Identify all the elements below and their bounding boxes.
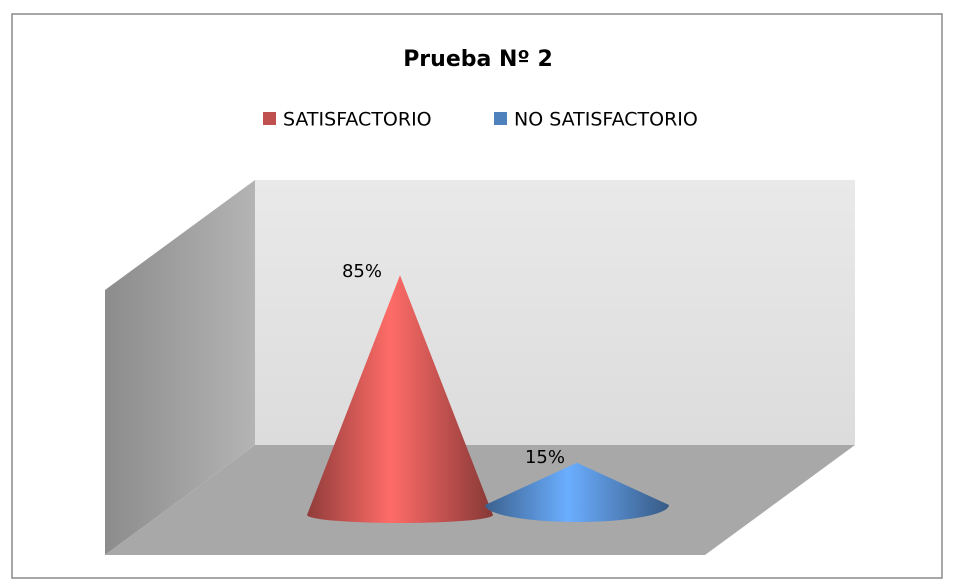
cone <box>485 462 669 522</box>
back-wall <box>255 180 855 445</box>
legend-label: NO SATISFACTORIO <box>514 109 698 131</box>
plot: 85% 15% <box>307 261 669 523</box>
data-label: 85% <box>342 261 382 282</box>
data-label: 15% <box>525 447 565 468</box>
legend-swatch <box>263 112 276 125</box>
side-wall <box>105 180 255 555</box>
legend: SATISFACTORIO NO SATISFACTORIO <box>263 109 698 131</box>
legend-swatch <box>494 112 507 125</box>
legend-label: SATISFACTORIO <box>283 109 432 131</box>
cone <box>307 275 493 523</box>
chart-title: Prueba Nº 2 <box>403 47 553 72</box>
